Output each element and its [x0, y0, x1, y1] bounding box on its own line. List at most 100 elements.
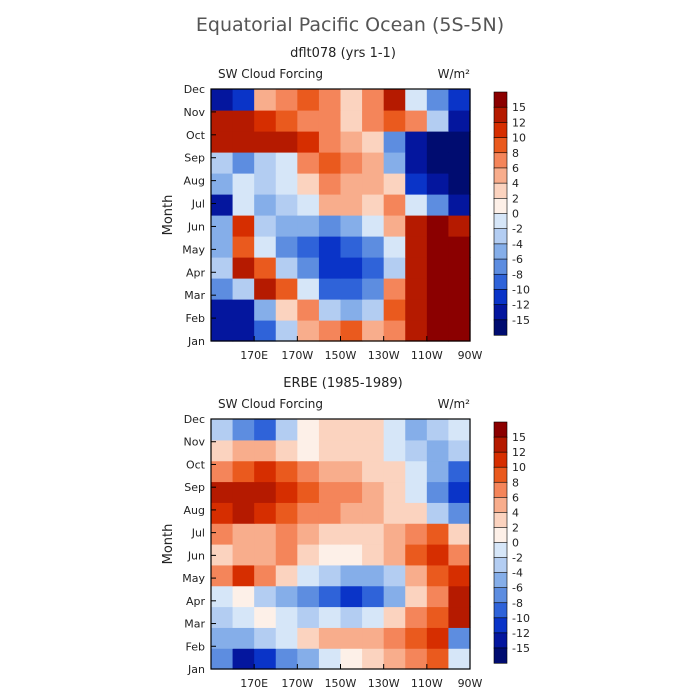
- colorbar-label: -12: [512, 299, 530, 312]
- heatmap-cell: [232, 460, 255, 483]
- heatmap-cell: [297, 544, 320, 566]
- heatmap-cell: [318, 606, 342, 628]
- y-tick-label: Aug: [184, 504, 205, 517]
- x-tick-label: 170W: [281, 349, 313, 362]
- heatmap-cell: [448, 585, 471, 608]
- heatmap-cell: [232, 502, 255, 524]
- panel-bottom-heatmap: [210, 418, 471, 670]
- heatmap-cell: [318, 544, 342, 566]
- heatmap-cell: [340, 606, 363, 628]
- heatmap-cell: [297, 648, 320, 670]
- heatmap-cell: [254, 131, 277, 153]
- colorbar-label: 8: [512, 147, 519, 160]
- heatmap-cell: [362, 173, 385, 195]
- heatmap-cell: [211, 523, 234, 545]
- heatmap-cell: [448, 606, 471, 628]
- heatmap-cell: [275, 419, 298, 441]
- heatmap-cell: [448, 152, 471, 174]
- heatmap-cell: [254, 502, 277, 524]
- heatmap-cell: [297, 131, 320, 153]
- heatmap-cell: [254, 278, 277, 300]
- heatmap-cell: [448, 194, 471, 216]
- heatmap-cell: [405, 131, 428, 153]
- colorbar-swatch: [493, 137, 508, 154]
- heatmap-cell: [297, 215, 320, 237]
- heatmap-cell: [362, 215, 385, 237]
- panel-bottom-ylabel: Month: [161, 524, 176, 565]
- heatmap-cell: [383, 564, 406, 587]
- colorbar-label: 2: [512, 521, 519, 534]
- heatmap-cell: [426, 544, 450, 566]
- heatmap-cell: [232, 439, 255, 462]
- heatmap-cell: [211, 460, 234, 483]
- heatmap-cell: [297, 236, 320, 258]
- panel-top-left-label: SW Cloud Forcing: [218, 67, 323, 81]
- heatmap-cell: [254, 627, 277, 649]
- heatmap-cell: [254, 152, 277, 174]
- heatmap-cell: [318, 648, 342, 670]
- colorbar-swatch: [493, 542, 508, 559]
- heatmap-cell: [426, 502, 450, 524]
- heatmap-cell: [426, 460, 450, 483]
- heatmap-cell: [362, 320, 385, 342]
- heatmap-cell: [232, 278, 255, 300]
- heatmap-cell: [383, 299, 406, 321]
- heatmap-cell: [340, 523, 363, 545]
- heatmap-cell: [211, 320, 234, 342]
- heatmap-cell: [426, 173, 450, 195]
- panel-bottom-right-label: W/m²: [438, 397, 471, 411]
- heatmap-cell: [232, 627, 255, 649]
- colorbar-swatch: [493, 527, 508, 544]
- panel-bottom-title: ERBE (1985-1989): [283, 376, 403, 391]
- colorbar-label: 12: [512, 446, 526, 459]
- x-tick-label: 90W: [458, 677, 483, 690]
- heatmap-cell: [426, 627, 450, 649]
- heatmap-cell: [275, 564, 298, 587]
- heatmap-cell: [232, 648, 255, 670]
- heatmap-cell: [297, 194, 320, 216]
- colorbar-label: 10: [512, 461, 526, 474]
- heatmap-cell: [362, 481, 385, 503]
- y-tick-label: Jan: [187, 663, 205, 676]
- heatmap-cell: [383, 215, 406, 237]
- heatmap-cell: [211, 502, 234, 524]
- heatmap-cell: [340, 152, 363, 174]
- heatmap-cell: [448, 89, 471, 111]
- y-tick-label: Aug: [184, 175, 205, 188]
- colorbar-swatch: [493, 258, 508, 275]
- heatmap-cell: [275, 523, 298, 545]
- heatmap-cell: [426, 585, 450, 608]
- heatmap-cell: [362, 564, 385, 587]
- colorbar-label: -2: [512, 223, 523, 236]
- heatmap-cell: [448, 544, 471, 566]
- panel-top: dflt078 (yrs 1-1) SW Cloud Forcing W/m² …: [161, 46, 530, 362]
- heatmap-cell: [405, 439, 428, 462]
- heatmap-cell: [448, 299, 471, 321]
- heatmap-cell: [232, 523, 255, 545]
- heatmap-cell: [275, 110, 298, 132]
- heatmap-cell: [211, 236, 234, 258]
- heatmap-cell: [340, 215, 363, 237]
- heatmap-cell: [340, 131, 363, 153]
- heatmap-cell: [297, 257, 320, 279]
- heatmap-cell: [426, 606, 450, 628]
- y-tick-label: Nov: [184, 436, 206, 449]
- heatmap-cell: [340, 627, 363, 649]
- heatmap-cell: [405, 173, 428, 195]
- heatmap-cell: [405, 299, 428, 321]
- heatmap-cell: [448, 278, 471, 300]
- heatmap-cell: [448, 257, 471, 279]
- colorbar-swatch: [493, 122, 508, 139]
- heatmap-cell: [232, 257, 255, 279]
- heatmap-cell: [318, 419, 342, 441]
- colorbar-label: 8: [512, 476, 519, 489]
- panel-bottom-x-ticks: 170E 170W 150W 130W 110W 90W: [240, 664, 483, 690]
- heatmap-cell: [297, 419, 320, 441]
- heatmap-cell: [318, 299, 342, 321]
- panel-bottom-left-label: SW Cloud Forcing: [218, 397, 323, 411]
- heatmap-cell: [275, 236, 298, 258]
- heatmap-cell: [275, 439, 298, 462]
- heatmap-cell: [318, 152, 342, 174]
- heatmap-cell: [211, 194, 234, 216]
